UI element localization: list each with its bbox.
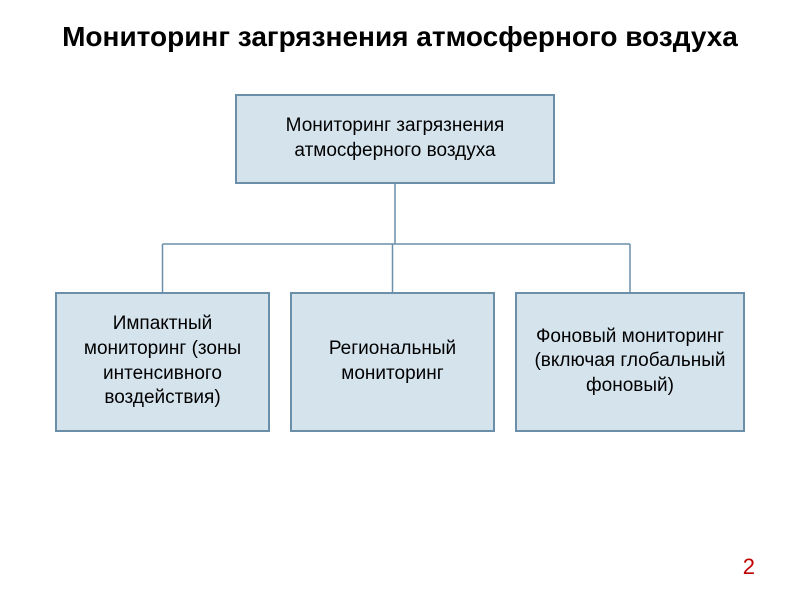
diagram-node-child-1: Региональный мониторинг [290,292,495,432]
hierarchy-diagram: Мониторинг загрязнения атмосферного возд… [0,84,800,524]
diagram-node-child-2: Фоновый мониторинг (включая глобальный ф… [515,292,745,432]
diagram-node-root: Мониторинг загрязнения атмосферного возд… [235,94,555,184]
slide-title: Мониторинг загрязнения атмосферного возд… [0,0,800,54]
page-number: 2 [743,554,755,580]
diagram-node-child-0: Импактный мониторинг (зоны интенсивного … [55,292,270,432]
